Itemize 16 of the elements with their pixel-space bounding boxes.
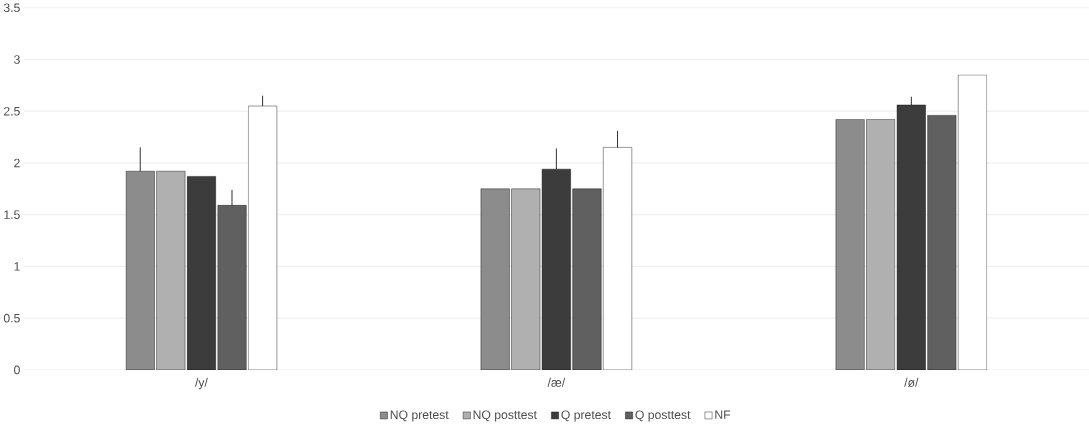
legend-label: Q pretest [561,410,611,422]
y-tick-label: 2 [14,158,20,168]
y-tick-label: 3 [14,55,20,64]
x-tick-label: /y/ [194,378,208,390]
legend-label: Q posttest [635,410,691,422]
x-tick-label: /æ/ [547,378,566,388]
legend-label: NQ pretest [390,410,449,422]
x-tick-label: /ø/ [904,378,919,388]
y-tick-label: 1.5 [4,210,20,220]
y-tick-label: 2.5 [3,107,20,116]
legend-label: NQ posttest [473,410,537,422]
y-tick-label: 3.5 [3,3,20,13]
legend-label: NF [715,410,731,420]
y-tick-label: 0 [14,365,20,375]
y-tick-label: 0.5 [3,314,20,323]
y-tick-label: 1 [14,262,20,271]
